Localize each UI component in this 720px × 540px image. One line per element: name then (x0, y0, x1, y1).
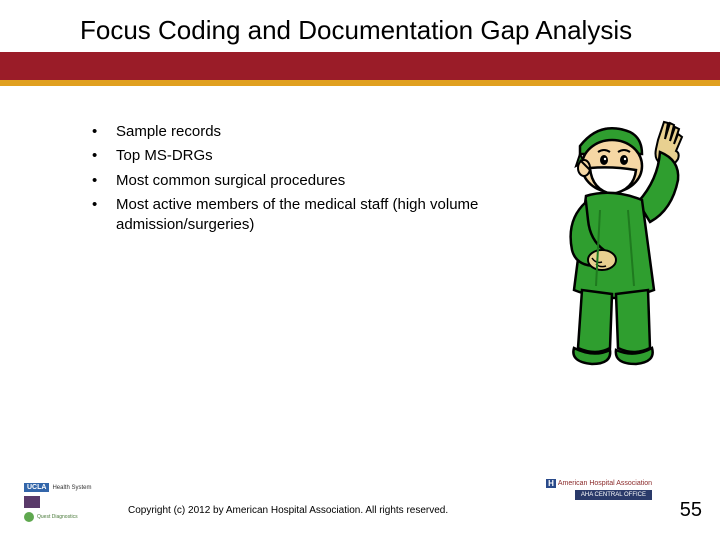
footer-logos-right: H American Hospital Association AHA CENT… (546, 479, 652, 500)
rand-logo (24, 496, 91, 508)
bullet-dot: • (92, 195, 116, 215)
list-item: • Sample records (92, 122, 522, 142)
rand-badge (24, 496, 40, 508)
aha-h-icon: H (546, 479, 556, 488)
copyright-text: Copyright (c) 2012 by American Hospital … (128, 505, 448, 516)
bullet-dot: • (92, 146, 116, 166)
aha-text: American Hospital Association (558, 480, 652, 487)
bullet-dot: • (92, 122, 116, 142)
page-number: 55 (680, 499, 702, 522)
footer-logos-left: UCLA Health System Quest Diagnostics (24, 483, 91, 522)
quest-icon (24, 512, 34, 522)
bullet-text: Most common surgical procedures (116, 171, 522, 191)
header-accent (0, 80, 720, 86)
list-item: • Top MS-DRGs (92, 146, 522, 166)
surgeon-illustration (530, 110, 700, 370)
aha-logo: H American Hospital Association (546, 479, 652, 488)
quest-logo: Quest Diagnostics (24, 512, 91, 522)
bullet-text: Sample records (116, 122, 522, 142)
bullet-text: Top MS-DRGs (116, 146, 522, 166)
list-item: • Most common surgical procedures (92, 171, 522, 191)
bullet-dot: • (92, 171, 116, 191)
quest-text: Quest Diagnostics (37, 514, 78, 520)
ucla-badge: UCLA (24, 483, 49, 492)
header-bar (0, 52, 720, 80)
slide-title: Focus Coding and Documentation Gap Analy… (80, 14, 640, 47)
aha-central-logo: AHA CENTRAL OFFICE (575, 490, 652, 500)
bullet-list: • Sample records • Top MS-DRGs • Most co… (92, 122, 522, 239)
ucla-logo: UCLA Health System (24, 483, 91, 492)
list-item: • Most active members of the medical sta… (92, 195, 522, 236)
bullet-text: Most active members of the medical staff… (116, 195, 522, 236)
ucla-sub: Health System (52, 485, 91, 491)
